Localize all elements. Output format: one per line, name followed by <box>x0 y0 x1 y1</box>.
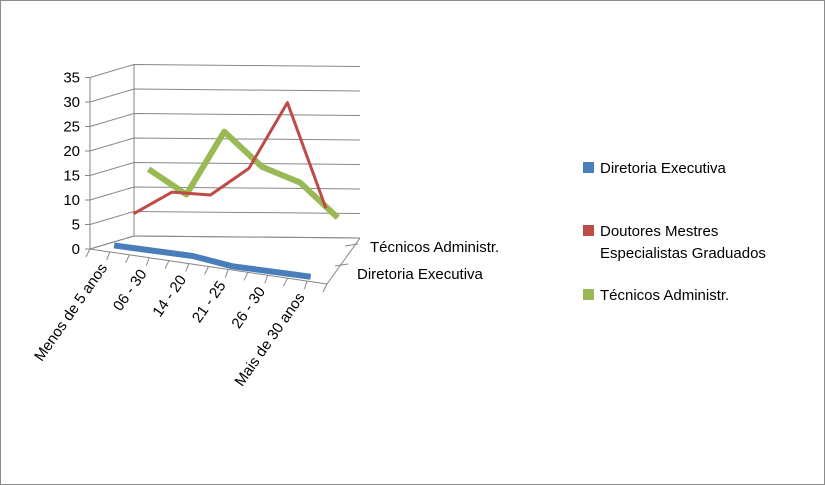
x-category-label: Menos de 5 anos <box>31 260 111 364</box>
legend-entry: Doutores Mestres Especialistas Graduados <box>600 223 766 262</box>
depth-label: Técnicos Administr. <box>370 239 499 256</box>
depth-axis-labels: Técnicos Administr. Diretoria Executiva <box>334 239 499 283</box>
x-tick-mark <box>106 251 111 261</box>
legend-entry: Diretoria Executiva <box>600 160 727 177</box>
x-boundary-tick <box>85 248 91 258</box>
legend-swatch <box>583 225 594 236</box>
depth-axis-line <box>326 237 361 285</box>
y-tick-label: 25 <box>63 119 80 136</box>
y-tick-label: 35 <box>63 70 80 87</box>
legend-swatch <box>583 162 594 173</box>
x-tick-mark <box>224 269 229 278</box>
x-category-label: 14 - 20 <box>149 272 190 320</box>
gridlines <box>85 63 361 250</box>
gridline <box>89 161 361 176</box>
series-line <box>146 128 340 220</box>
y-tick-label: 15 <box>63 168 80 185</box>
gridline <box>89 88 361 103</box>
x-boundary-tick <box>322 283 328 293</box>
x-tick-mark <box>303 280 308 290</box>
x-category-label: 06 - 30 <box>110 266 151 314</box>
gridline <box>89 210 361 225</box>
legend-swatch <box>583 289 594 300</box>
x-tick-mark <box>264 275 269 284</box>
x-boundary-tick <box>283 277 288 287</box>
gridline <box>89 63 361 78</box>
x-category-label: 21 - 25 <box>189 278 230 326</box>
x-boundary-tick <box>164 260 170 269</box>
x-tick-mark <box>145 257 150 266</box>
x-boundary-tick <box>243 272 249 281</box>
legend-entry-line: Especialistas Graduados <box>600 245 766 262</box>
x-tick-mark <box>185 263 190 272</box>
y-tick-label: 0 <box>72 241 80 258</box>
depth-label: Diretoria Executiva <box>357 266 484 283</box>
depth-tick <box>344 243 359 247</box>
y-tick-label: 5 <box>72 217 80 234</box>
x-boundary-tick <box>125 254 130 264</box>
gridline <box>89 186 361 201</box>
y-tick-label: 20 <box>63 143 80 160</box>
y-axis-ticks: 0 5 10 15 20 25 30 35 <box>63 70 80 259</box>
gridline <box>89 112 361 127</box>
legend: Diretoria Executiva Doutores Mestres Espec… <box>583 160 766 304</box>
y-tick-label: 30 <box>63 94 80 111</box>
series-line <box>113 242 312 280</box>
series-line <box>132 101 328 216</box>
series-lines <box>113 101 340 280</box>
x-boundary-tick <box>204 266 209 275</box>
gridline <box>89 137 361 152</box>
gridline <box>89 235 361 250</box>
x-category-label: 26 - 30 <box>228 284 269 332</box>
legend-entry-line: Doutores Mestres <box>600 223 718 240</box>
legend-entry: Técnicos Administr. <box>600 287 729 304</box>
chart-walls <box>89 64 361 285</box>
depth-tick <box>334 263 349 267</box>
y-tick-label: 10 <box>63 192 80 209</box>
